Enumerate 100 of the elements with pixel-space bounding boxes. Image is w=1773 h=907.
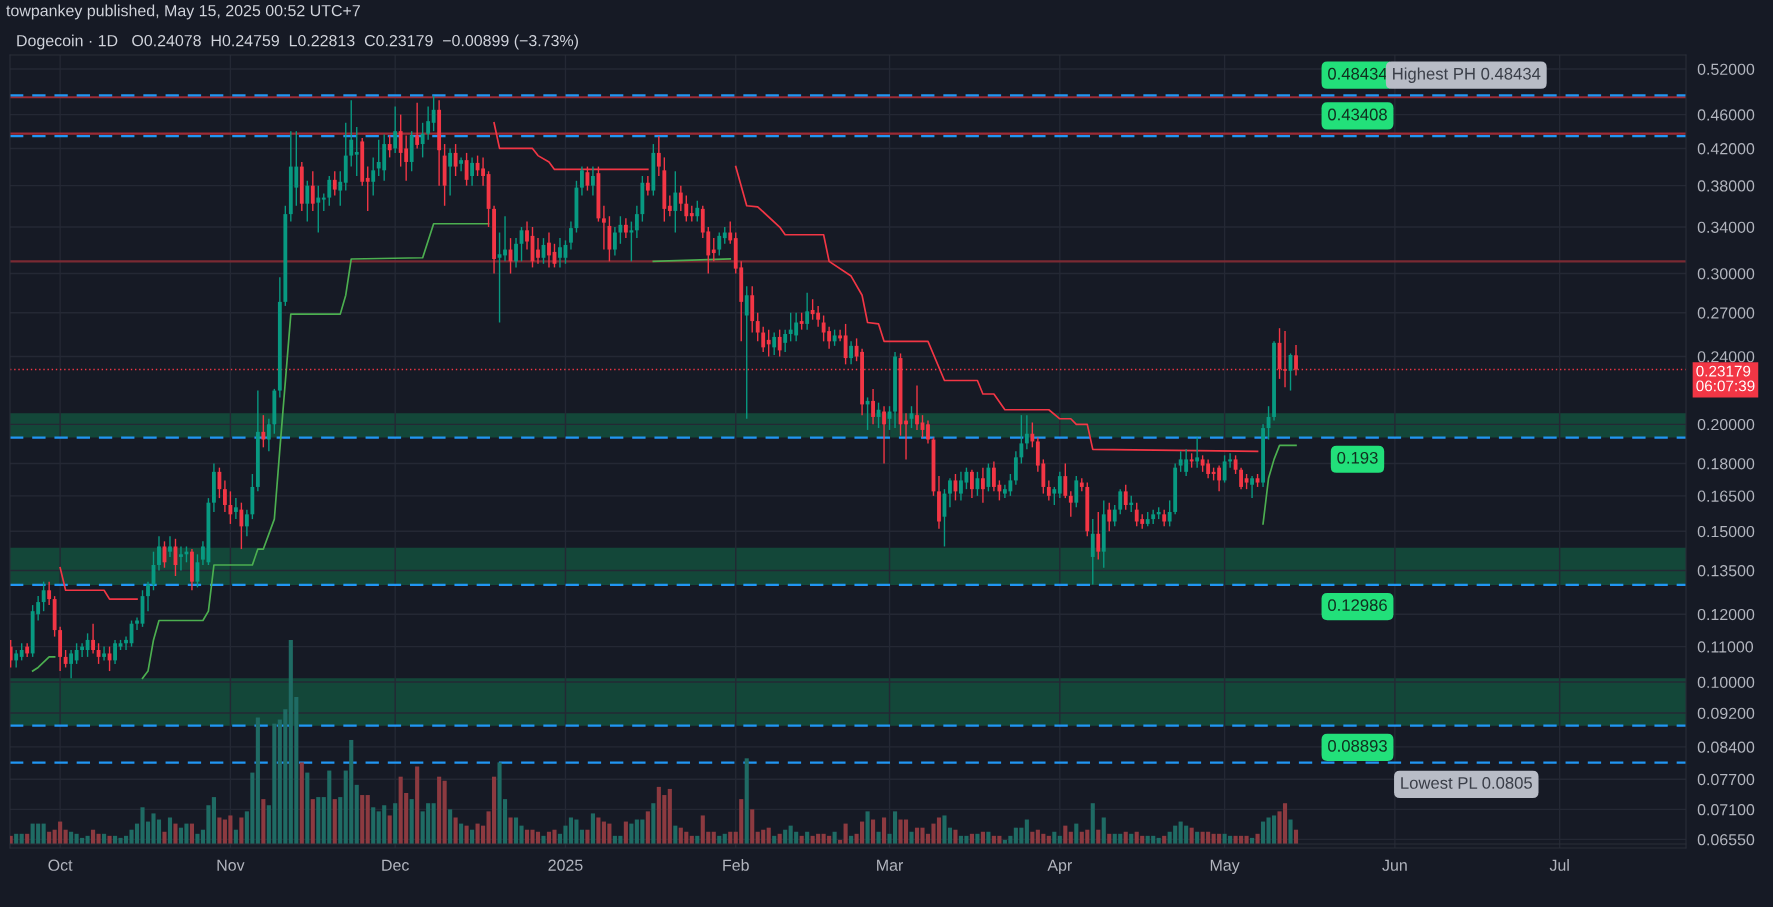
candlestick — [1233, 454, 1238, 475]
candlestick — [717, 231, 722, 257]
y-tick-label: 0.24000 — [1697, 351, 1755, 363]
bar — [338, 797, 343, 844]
bar — [332, 799, 337, 844]
candlestick — [684, 194, 689, 223]
bar — [1090, 803, 1095, 844]
bar — [744, 758, 749, 844]
candlestick — [959, 471, 963, 502]
candlestick — [1239, 466, 1243, 490]
candlestick — [10, 639, 13, 669]
candlestick — [986, 462, 991, 493]
candlestick — [470, 156, 475, 187]
bar — [173, 823, 178, 844]
bar — [431, 803, 436, 844]
bar — [1189, 827, 1194, 844]
candlestick — [569, 220, 573, 251]
y-tick-label: 0.11000 — [1697, 641, 1754, 653]
ref-line-label: 0.12986 — [1328, 599, 1387, 612]
candlestick — [1057, 471, 1062, 499]
bar — [217, 817, 222, 844]
candlestick — [591, 165, 595, 197]
candlestick — [645, 175, 650, 197]
candlestick — [448, 147, 453, 197]
candlestick — [354, 126, 359, 177]
y-tick-label: 0.20000 — [1697, 418, 1755, 431]
bar — [316, 797, 321, 844]
bar — [651, 803, 656, 844]
candlestick — [168, 535, 172, 558]
candlestick — [1167, 499, 1172, 528]
bar — [1288, 819, 1293, 844]
y-tick-label: 0.08400 — [1697, 741, 1755, 753]
candlestick — [656, 135, 661, 177]
y-tick-label: 0.27000 — [1697, 307, 1755, 319]
candlestick — [74, 642, 79, 665]
y-tick-label: 0.52000 — [1697, 63, 1755, 75]
x-tick-label: Apr — [1047, 859, 1072, 874]
candlestick — [47, 580, 52, 606]
candlestick — [261, 414, 266, 449]
candlestick — [547, 231, 551, 269]
candlestick — [926, 419, 930, 445]
bar — [1101, 817, 1106, 844]
bar — [541, 835, 546, 844]
bar — [393, 803, 398, 844]
candlestick — [772, 331, 777, 356]
candlestick — [536, 237, 540, 265]
candlestick — [310, 170, 315, 212]
y-tick-label: 0.30000 — [1697, 268, 1755, 280]
candlestick — [305, 180, 310, 223]
candlestick — [580, 165, 584, 197]
ref-line-label: 0.48434 — [1328, 67, 1388, 80]
bar — [766, 827, 771, 844]
candlestick — [838, 328, 843, 343]
candlestick — [1107, 501, 1112, 532]
candlestick — [217, 466, 222, 499]
candlestick — [755, 312, 760, 343]
bar — [459, 823, 464, 844]
candlestick — [1068, 490, 1073, 518]
bar — [508, 817, 513, 844]
candlestick — [871, 388, 875, 426]
candlestick — [453, 143, 458, 177]
bar — [409, 799, 414, 844]
annotation: Highest PH 0.48434 — [1393, 67, 1541, 83]
candlestick — [431, 95, 436, 132]
y-tick-label: 0.42000 — [1697, 143, 1755, 155]
candlestick — [415, 101, 420, 150]
candlestick — [777, 328, 782, 358]
candlestick — [1019, 414, 1024, 465]
candlestick — [1123, 484, 1128, 511]
candlestick — [1046, 479, 1051, 502]
bar — [10, 835, 13, 844]
bar — [189, 823, 195, 844]
candlestick — [387, 134, 392, 159]
candlestick — [678, 184, 683, 212]
bar — [387, 815, 392, 844]
candlestick — [618, 215, 623, 245]
candlestick — [783, 328, 788, 353]
y-tick-label: 0.07100 — [1697, 804, 1755, 816]
bar — [211, 797, 216, 844]
candlestick — [239, 501, 244, 550]
candlestick — [667, 194, 672, 217]
candlestick — [805, 291, 810, 331]
bar — [629, 823, 634, 844]
line-series — [141, 222, 490, 680]
candlestick — [102, 645, 106, 662]
candlestick — [371, 156, 376, 197]
candlestick — [728, 220, 733, 245]
bar — [299, 762, 304, 844]
candlestick — [201, 540, 205, 566]
bar — [442, 780, 447, 844]
bar — [167, 817, 173, 844]
bar — [415, 766, 420, 844]
chart-subtitle: Dogecoin · 1D O0.24078 H0.24759 L0.22813 C0.23179 −0.00899 (−3.73%) — [17, 34, 578, 50]
candlestick — [244, 508, 249, 537]
candlestick — [426, 105, 431, 141]
candlestick — [558, 237, 562, 269]
bar — [448, 809, 453, 844]
candlestick — [85, 632, 90, 658]
bar — [596, 817, 601, 844]
candlestick — [629, 220, 634, 263]
